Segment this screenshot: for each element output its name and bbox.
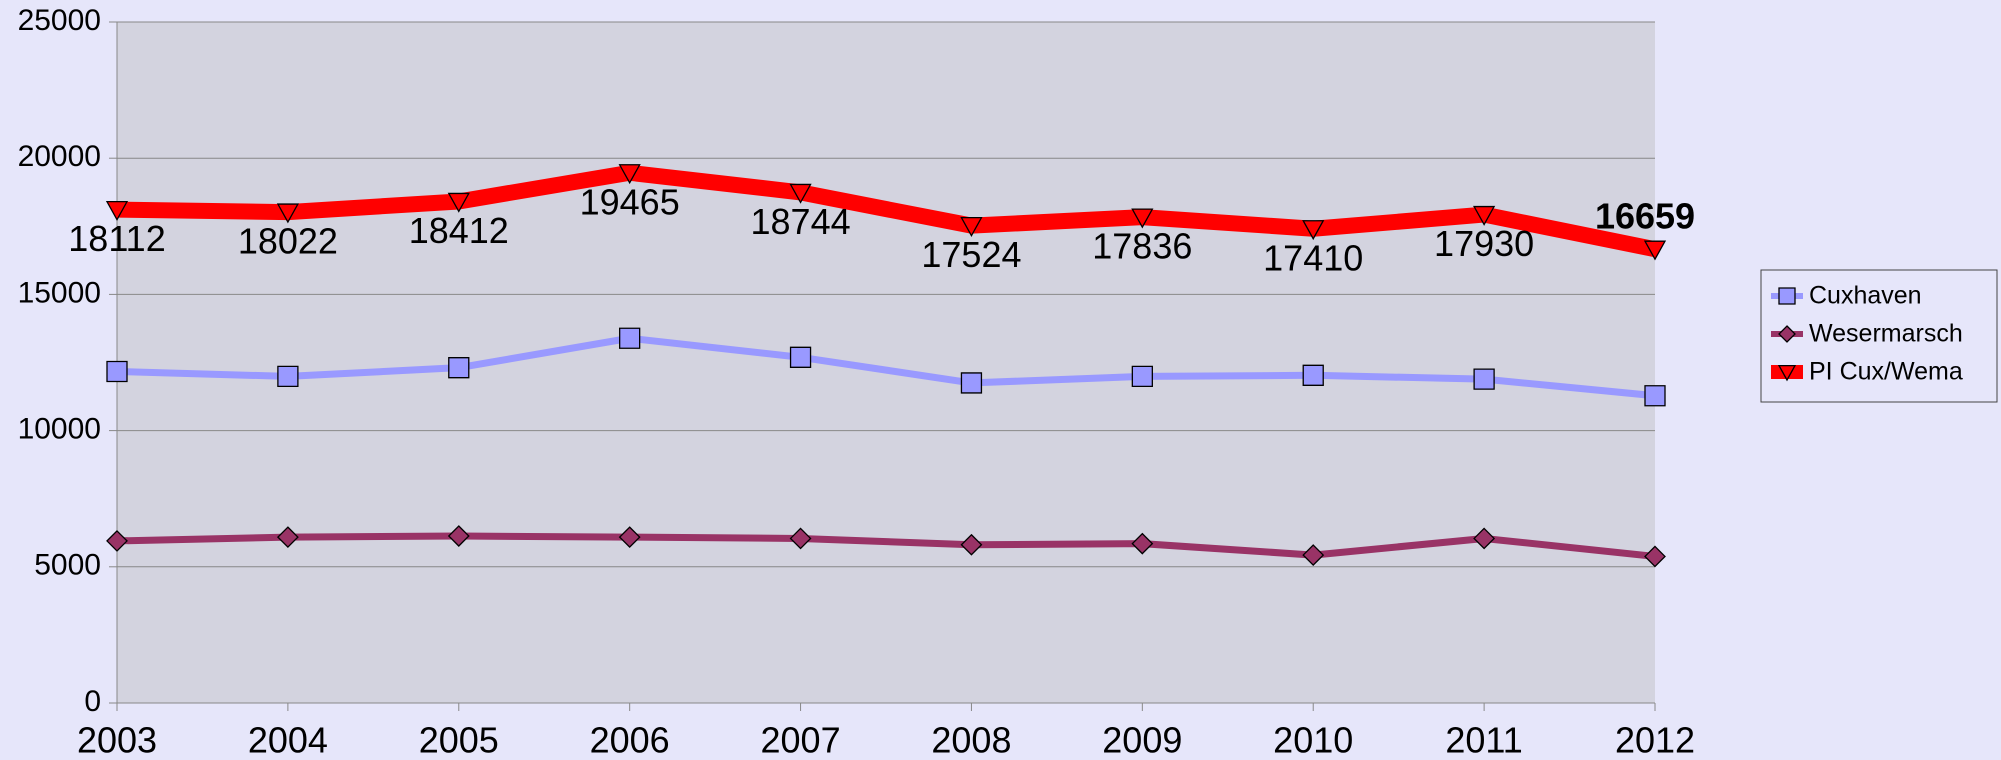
marker [1643, 240, 1667, 261]
data-label: 16659 [1595, 196, 1695, 237]
marker [1473, 527, 1496, 550]
data-label: 17836 [1092, 226, 1192, 267]
marker [277, 365, 299, 388]
marker [789, 527, 812, 550]
marker [960, 533, 983, 556]
marker [618, 164, 641, 185]
legend-label: PI Cux/Wema [1809, 358, 1963, 386]
marker [1778, 325, 1796, 343]
marker [106, 530, 128, 552]
y-tick-label: 20000 [18, 140, 101, 173]
data-label: 18744 [751, 201, 851, 242]
data-label: 18412 [409, 210, 509, 251]
x-tick-label: 2006 [590, 720, 670, 760]
marker [448, 357, 470, 379]
marker [1644, 545, 1666, 568]
legend: Cuxhaven Wesermarsch PI Cux/Wema [1760, 269, 1998, 403]
series-line [116, 532, 1656, 560]
x-tick-label: 2007 [761, 720, 841, 760]
x-tick-label: 2005 [419, 720, 499, 760]
marker [447, 525, 470, 547]
data-label: 17410 [1263, 237, 1363, 278]
series-line [116, 164, 1657, 258]
y-tick-label: 0 [84, 685, 101, 718]
y-tick-label: 25000 [18, 4, 101, 37]
marker [1302, 544, 1325, 567]
marker [106, 360, 128, 383]
marker [1644, 385, 1666, 407]
marker [789, 183, 812, 204]
marker [1778, 287, 1796, 305]
plot-area [117, 22, 1655, 703]
marker [789, 346, 812, 368]
marker [619, 327, 641, 349]
data-label: 18022 [238, 221, 338, 262]
legend-label: Wesermarsch [1809, 320, 1963, 348]
marker [105, 200, 129, 221]
marker [1777, 364, 1797, 382]
x-tick-label: 2008 [931, 720, 1011, 760]
y-tick-label: 15000 [18, 276, 101, 309]
x-tick-label: 2009 [1102, 720, 1182, 760]
marker [276, 526, 299, 549]
marker [1131, 365, 1153, 388]
marker [960, 216, 983, 237]
y-tick-label: 10000 [18, 413, 101, 446]
x-tick-label: 2012 [1615, 720, 1695, 760]
legend-label: Cuxhaven [1809, 282, 1922, 310]
x-tick-label: 2004 [248, 720, 328, 760]
marker [1473, 368, 1495, 390]
data-label: 17524 [921, 234, 1021, 275]
data-label: 17930 [1434, 223, 1534, 264]
marker [1302, 220, 1325, 241]
data-label: 19465 [580, 181, 680, 222]
marker [618, 526, 641, 549]
marker [1131, 208, 1154, 229]
marker [1473, 205, 1496, 226]
marker [1302, 364, 1324, 386]
y-tick-label: 5000 [34, 549, 101, 582]
series-line [116, 334, 1656, 400]
marker [960, 372, 983, 394]
x-tick-label: 2011 [1445, 720, 1522, 760]
x-tick-label: 2003 [77, 720, 157, 760]
marker [447, 192, 470, 213]
marker [1131, 532, 1154, 555]
marker [276, 203, 299, 224]
data-label: 18112 [68, 218, 165, 259]
x-tick-label: 2010 [1273, 720, 1353, 760]
